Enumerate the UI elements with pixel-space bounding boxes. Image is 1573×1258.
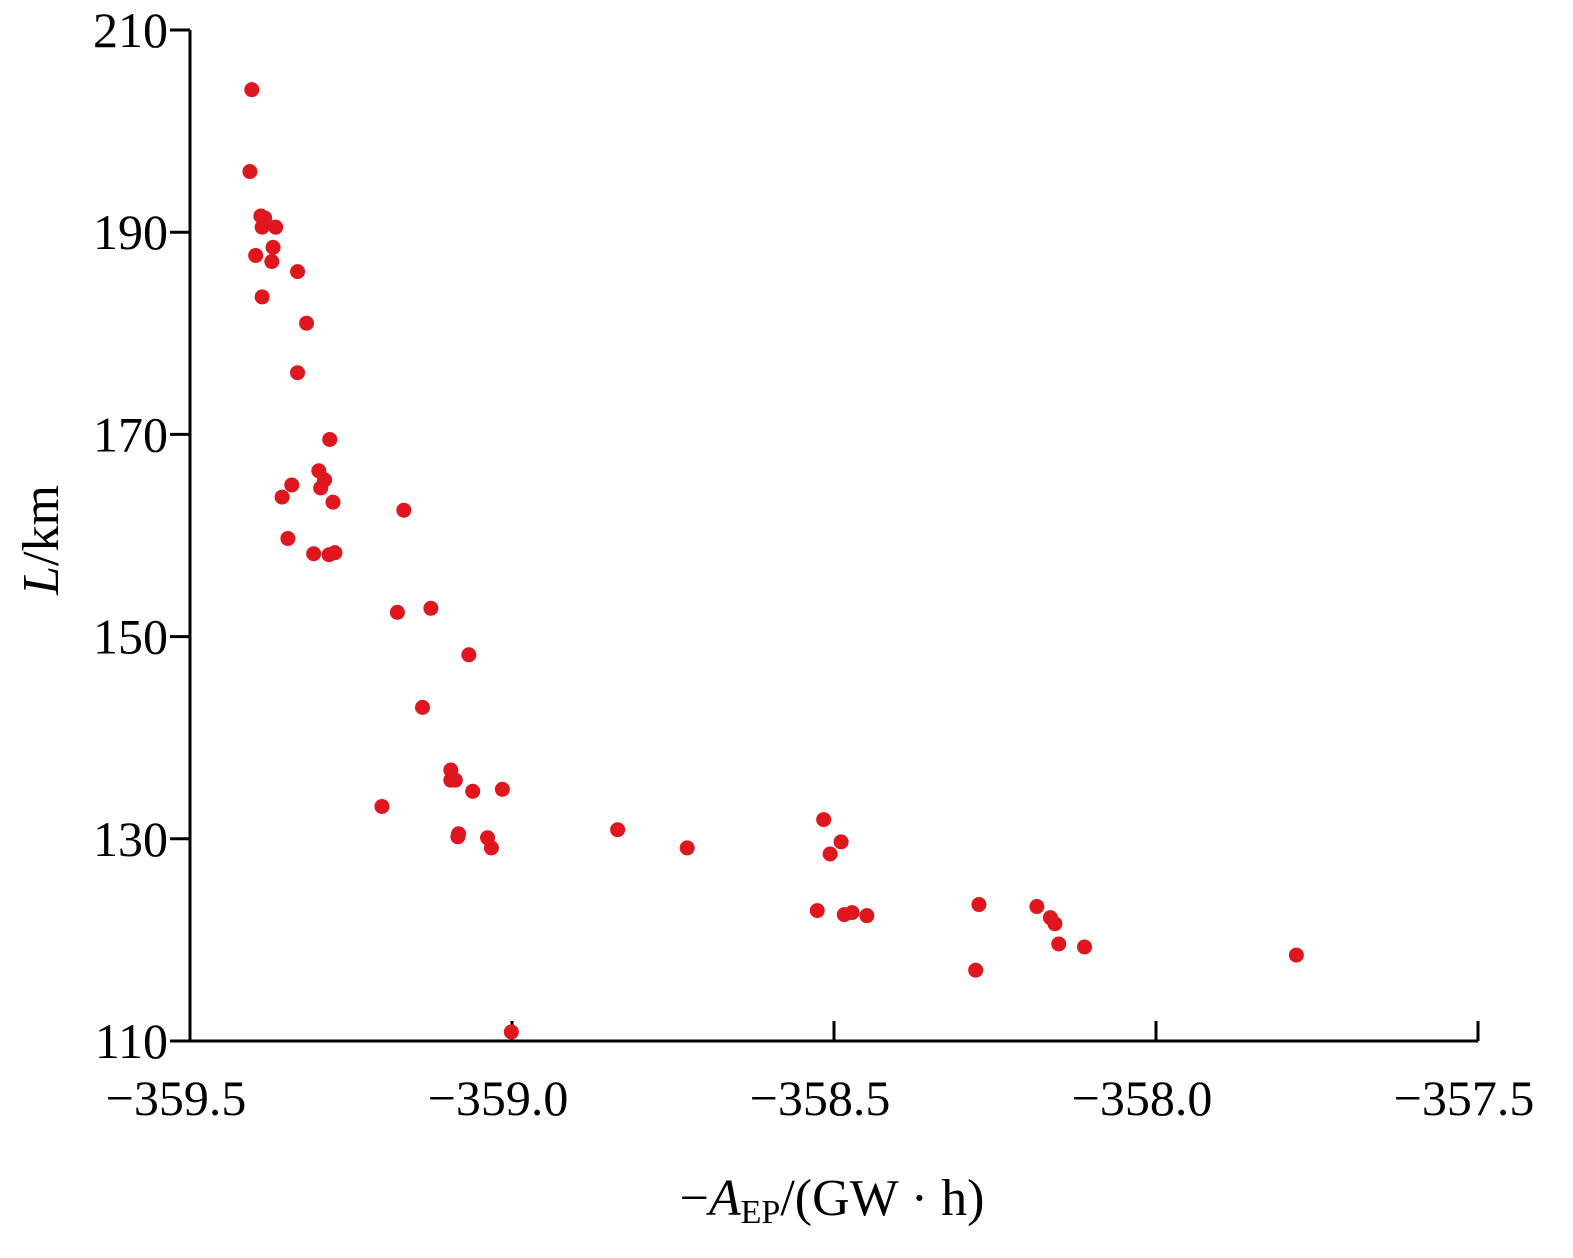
x-tick-label: −357.5 [1394, 1070, 1535, 1126]
data-point [290, 264, 306, 280]
x-tick-label: −358.0 [1072, 1070, 1213, 1126]
data-point [280, 531, 296, 547]
data-point [290, 365, 306, 381]
data-point [414, 699, 430, 715]
data-point [264, 254, 280, 270]
y-tick-label: 110 [95, 1013, 168, 1069]
data-point [274, 489, 290, 505]
data-point [494, 781, 510, 797]
data-point [325, 494, 341, 510]
data-point [822, 846, 838, 862]
y-tick-label: 170 [93, 406, 168, 462]
data-point [423, 600, 439, 616]
data-point [265, 239, 281, 255]
data-point [242, 164, 258, 180]
data-point [450, 829, 466, 845]
data-point [503, 1024, 519, 1040]
data-point [1288, 947, 1304, 963]
data-point [1077, 939, 1093, 955]
data-points [242, 82, 1304, 1040]
data-point [483, 840, 499, 856]
x-tick-label: −359.0 [428, 1070, 569, 1126]
data-point [844, 905, 860, 921]
data-point [859, 908, 875, 924]
data-point [389, 604, 405, 620]
data-point [244, 82, 260, 98]
y-tick-label: 190 [93, 204, 168, 260]
data-point [268, 219, 284, 235]
data-point [833, 834, 849, 850]
data-point [396, 502, 412, 518]
data-point [447, 772, 463, 788]
data-point [254, 289, 270, 305]
data-point [322, 431, 338, 447]
data-point [809, 903, 825, 919]
data-point [306, 546, 322, 562]
data-point [679, 840, 695, 856]
y-tick-label: 130 [93, 811, 168, 867]
y-axis-label: L/km [13, 485, 70, 596]
data-point [254, 219, 270, 235]
data-point [971, 897, 987, 913]
data-point [299, 315, 315, 331]
data-point [374, 798, 390, 814]
data-point [248, 247, 264, 263]
x-axis-label: −AEP/(GW · h) [680, 1170, 985, 1231]
y-tick-label: 150 [93, 609, 168, 665]
x-tick-label: −358.5 [750, 1070, 891, 1126]
data-point [465, 783, 481, 799]
data-point [1047, 916, 1063, 932]
data-point [327, 545, 343, 561]
y-tick-label: 210 [93, 2, 168, 58]
data-point [1029, 899, 1045, 915]
axes: −359.5 −359.0 −358.5 −358.0 −357.5 110 130 150 1… [93, 2, 1534, 1126]
data-point [968, 962, 984, 978]
data-point [313, 480, 329, 496]
data-point [284, 477, 300, 493]
data-point [610, 822, 626, 838]
data-point [461, 647, 477, 663]
data-point [816, 812, 832, 828]
x-tick-label: −359.5 [106, 1070, 247, 1126]
data-point [1051, 936, 1067, 952]
